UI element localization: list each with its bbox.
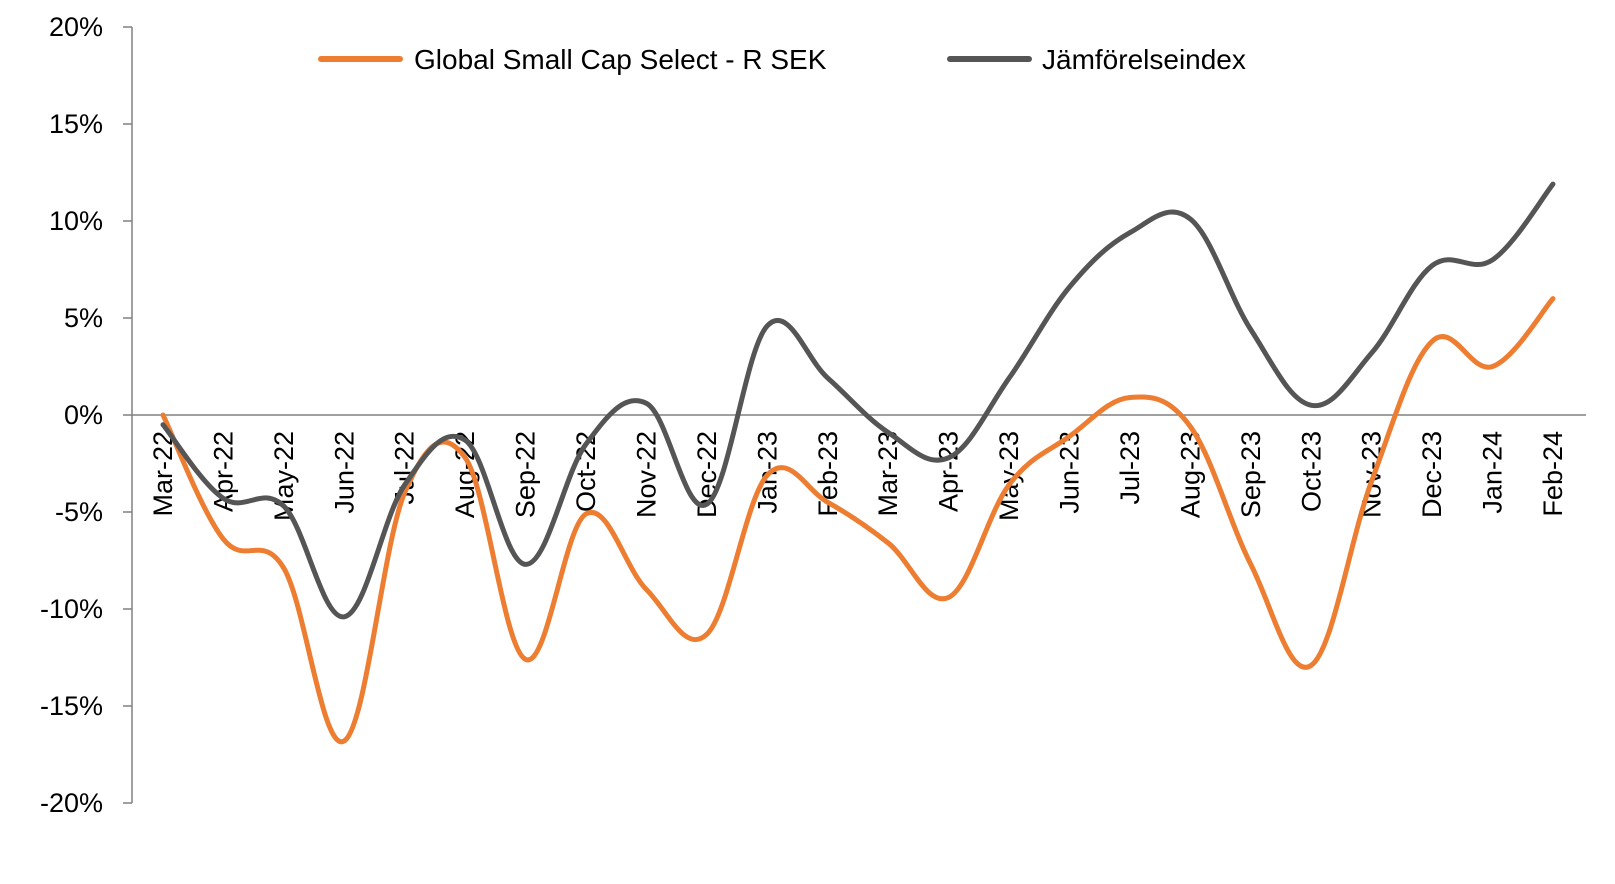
y-tick-label: -10% — [40, 594, 103, 624]
x-tick-label: Dec-23 — [1417, 431, 1447, 518]
series-line-benchmark — [160, 181, 1556, 620]
x-axis-tick-labels: Mar-22 Apr-22 May-22 Jun-22 Jul-22 Aug-22 Sep-… — [148, 431, 1568, 521]
series-line-fund — [160, 296, 1556, 745]
x-tick-label: Mar-23 — [873, 431, 903, 517]
y-tick-label: -5% — [55, 497, 103, 527]
x-tick-label: Apr-23 — [934, 431, 964, 512]
x-tick-label: Jul-23 — [1115, 431, 1145, 505]
y-tick-label: 20% — [49, 12, 103, 42]
legend-label: Jämförelseindex — [1042, 44, 1246, 75]
y-tick-label: -20% — [40, 788, 103, 818]
y-tick-label: 0% — [64, 400, 103, 430]
series-lines — [160, 181, 1556, 745]
x-tick-label: Oct-23 — [1296, 431, 1326, 512]
legend: Global Small Cap Select - R SEK Jämförels… — [318, 44, 1246, 75]
y-tick-label: 5% — [64, 303, 103, 333]
x-tick-label: Jun-22 — [329, 431, 359, 514]
x-tick-label: Jan-24 — [1478, 431, 1508, 514]
y-tick-label: -15% — [40, 691, 103, 721]
x-tick-label: Sep-22 — [511, 431, 541, 518]
x-tick-label: Nov-22 — [631, 431, 661, 518]
y-tick-label: 10% — [49, 206, 103, 236]
y-axis-tick-labels: 20% 15% 10% 5% 0% -5% -10% -15% -20% — [40, 12, 103, 818]
x-tick-label: Sep-23 — [1236, 431, 1266, 518]
legend-label: Global Small Cap Select - R SEK — [414, 44, 827, 75]
axes — [123, 26, 1586, 804]
x-tick-label: Mar-22 — [148, 431, 178, 517]
y-tick-label: 15% — [49, 109, 103, 139]
x-tick-label: Feb-24 — [1538, 431, 1568, 517]
